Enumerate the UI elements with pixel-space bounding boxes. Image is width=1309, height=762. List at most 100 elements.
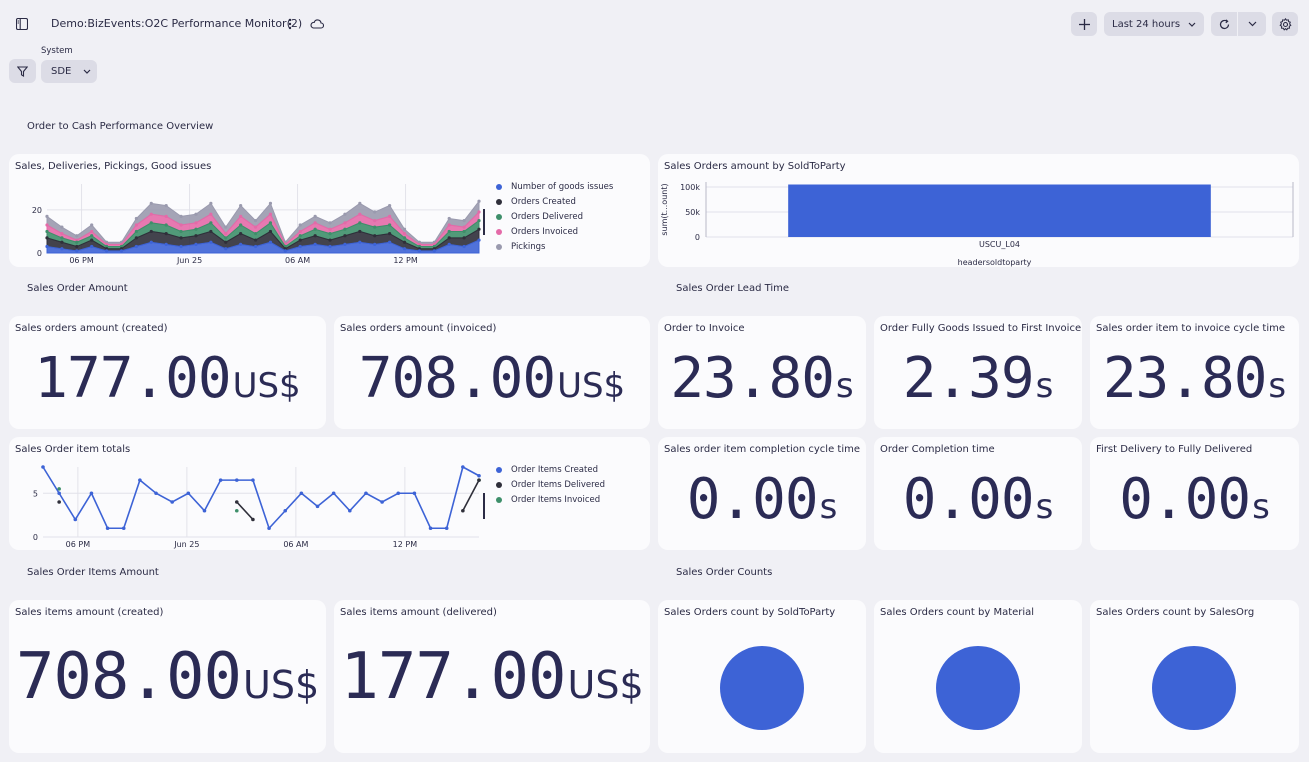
data-point (164, 242, 168, 246)
data-point (402, 247, 407, 251)
data-point (364, 491, 368, 496)
data-point (268, 201, 273, 206)
pie-slice[interactable] (720, 646, 804, 730)
section-overview: Order to Cash Performance Overview (27, 121, 214, 132)
x-tick-label: 06 AM (285, 256, 310, 265)
legend-item[interactable]: Orders Delivered (496, 209, 613, 224)
order-to-invoice-tile[interactable]: Order to Invoice 23.80s (658, 316, 866, 429)
data-point (253, 238, 258, 242)
add-tile-button[interactable] (1071, 12, 1097, 36)
system-filter-dropdown[interactable]: SDE (41, 60, 97, 83)
legend-item[interactable]: Pickings (496, 239, 613, 254)
data-point (138, 478, 142, 482)
data-point (358, 201, 362, 206)
data-point (388, 240, 392, 244)
data-point (358, 212, 362, 216)
single-value: 23.80s (1090, 346, 1299, 411)
fully-goods-issued-tile[interactable]: Order Fully Goods Issued to First Invoic… (874, 316, 1082, 429)
tile-title: Order to Invoice (664, 323, 745, 334)
sales-orders-amount-invoiced-tile[interactable]: Sales orders amount (invoiced) 708.00US$ (334, 316, 650, 429)
bar-chart: 0 50k 100k USCU_L04 headersoldtoparty sum(t..… (660, 182, 1294, 267)
data-point (268, 240, 273, 244)
sales-items-amount-created-tile[interactable]: Sales items amount (created) 708.00US$ (9, 600, 326, 753)
count-by-soldtoparty-tile[interactable]: Sales Orders count by SoldToParty (658, 600, 866, 753)
stacked-area-chart: 06 PM Jun 25 06 AM 12 PM 0 20 (32, 184, 481, 265)
data-point (313, 214, 317, 218)
data-point (477, 473, 481, 478)
section-sales-order-items-amount: Sales Order Items Amount (27, 567, 159, 578)
data-point (224, 236, 228, 240)
legend-label: Orders Invoiced (511, 226, 579, 237)
count-by-material-tile[interactable]: Sales Orders count by Material (874, 600, 1082, 753)
section-sales-order-lead-time: Sales Order Lead Time (676, 283, 790, 294)
legend-item[interactable]: Orders Invoiced (496, 224, 613, 239)
data-point (253, 231, 258, 236)
y-tick-label: 0 (33, 533, 38, 542)
pie-slice[interactable] (936, 646, 1020, 730)
y-tick-label: 5 (33, 489, 38, 498)
data-point (179, 229, 183, 234)
data-point (75, 240, 79, 244)
x-tick-label: 12 PM (393, 256, 418, 265)
data-point (461, 508, 465, 513)
data-point (90, 223, 94, 227)
chevron-down-icon (83, 69, 91, 74)
tile-title: Sales order item completion cycle time (664, 444, 860, 455)
data-point (164, 203, 168, 208)
sales-order-item-totals-tile[interactable]: Sales Order item totals 06 PM Jun 25 06 AM… (9, 437, 650, 550)
data-point (224, 225, 228, 229)
sales-orders-amount-created-tile[interactable]: Sales orders amount (created) 177.00US$ (9, 316, 326, 429)
data-point (75, 234, 79, 238)
item-to-invoice-tile[interactable]: Sales order item to invoice cycle time 2… (1090, 316, 1299, 429)
data-point (253, 225, 258, 229)
filter-button[interactable] (9, 59, 36, 83)
data-point (209, 229, 213, 234)
data-point (373, 242, 377, 246)
bar-chart-tile[interactable]: Sales Orders amount by SoldToParty 0 50k 1… (658, 154, 1299, 267)
more-options-button[interactable] (281, 14, 299, 34)
legend-swatch (496, 198, 502, 205)
stacked-area-tile[interactable]: Sales, Deliveries, Pickings, Good issues… (9, 154, 650, 267)
data-point (402, 236, 407, 240)
count-by-salesorg-tile[interactable]: Sales Orders count by SalesOrg (1090, 600, 1299, 753)
data-point (209, 201, 213, 206)
sidebar-toggle-button[interactable] (12, 14, 32, 34)
data-point (60, 236, 64, 240)
legend-item[interactable]: Order Items Created (496, 462, 605, 477)
pie-slice[interactable] (1152, 646, 1236, 730)
refresh-button[interactable] (1211, 12, 1237, 36)
data-point (447, 223, 451, 227)
chart-legend: Order Items Created Order Items Delivered… (496, 462, 605, 507)
legend-scroll-handle[interactable] (483, 493, 485, 519)
line-chart: 06 PM Jun 25 06 AM 12 PM 0 5 (33, 465, 481, 549)
single-value: 708.00US$ (334, 346, 650, 411)
legend-item[interactable]: Orders Created (496, 194, 613, 209)
cloud-sync-button[interactable] (307, 14, 327, 34)
sales-items-amount-delivered-tile[interactable]: Sales items amount (delivered) 177.00US$ (334, 600, 650, 753)
filter-icon (17, 65, 28, 77)
legend-scroll-handle[interactable] (483, 209, 485, 235)
data-point (283, 508, 288, 513)
bar[interactable] (788, 184, 1211, 238)
data-point (234, 478, 239, 482)
refresh-options-button[interactable] (1238, 12, 1266, 36)
settings-button[interactable] (1272, 12, 1298, 36)
legend-item[interactable]: Order Items Invoiced (496, 492, 605, 507)
data-point (209, 221, 213, 225)
data-point (60, 231, 64, 236)
single-value: 23.80s (658, 346, 866, 411)
timeframe-selector[interactable]: Last 24 hours (1104, 12, 1204, 36)
data-point (343, 242, 347, 246)
order-completion-tile[interactable]: Order Completion time 0.00s (874, 437, 1082, 550)
legend-item[interactable]: Number of goods issues (496, 179, 613, 194)
unit: US$ (243, 663, 320, 707)
data-point (90, 244, 94, 249)
data-point (119, 249, 124, 253)
unit: US$ (232, 366, 301, 406)
first-delivery-tile[interactable]: First Delivery to Fully Delivered 0.00s (1090, 437, 1299, 550)
legend-swatch (496, 183, 502, 190)
dashboard-title[interactable]: Demo:BizEvents:O2C Performance Monitor(2… (51, 17, 303, 30)
item-completion-tile[interactable]: Sales order item completion cycle time 0… (658, 437, 866, 550)
legend-item[interactable]: Order Items Delivered (496, 477, 605, 492)
x-tick-label: Jun 25 (173, 540, 199, 549)
